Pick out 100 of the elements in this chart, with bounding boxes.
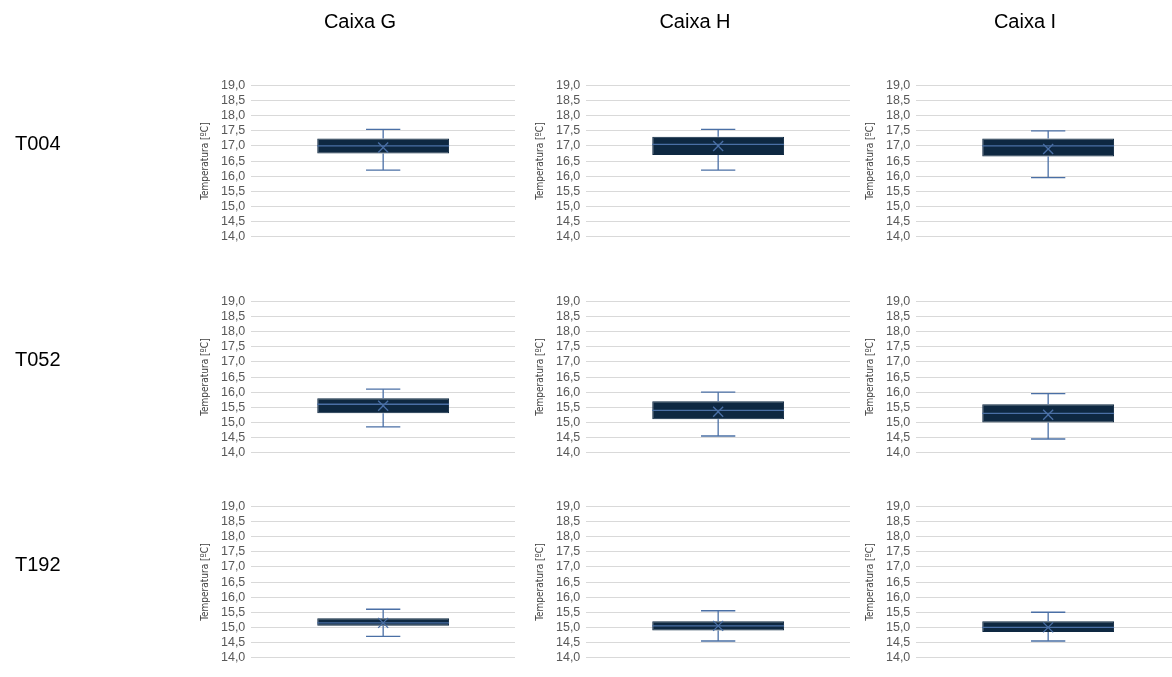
y-tick-label: 15,0 <box>555 198 581 213</box>
y-tick-label: 16,0 <box>555 168 581 183</box>
y-tick-label: 17,0 <box>555 354 581 369</box>
chart-title: Caixa G <box>322 10 398 33</box>
y-tick-label: 14,0 <box>220 229 246 244</box>
y-tick-label: 16,5 <box>885 369 911 384</box>
y-tick-label: 16,0 <box>220 384 246 399</box>
y-tick-label: 14,5 <box>555 429 581 444</box>
y-tick-label: 15,0 <box>555 414 581 429</box>
y-axis-title: Temperatura [ºC] <box>198 543 210 622</box>
y-tick-label: 19,0 <box>885 77 911 92</box>
y-tick-label: 18,5 <box>555 514 581 529</box>
y-tick-label: 17,0 <box>885 559 911 574</box>
y-tick-label: 18,0 <box>555 108 581 123</box>
y-tick-label: 18,5 <box>555 93 581 108</box>
y-tick-label: 14,5 <box>220 213 246 228</box>
y-tick-label: 17,5 <box>885 123 911 138</box>
text: T004 <box>15 132 62 155</box>
y-tick-label: 16,0 <box>220 168 246 183</box>
y-axis-title: Temperatura [ºC] <box>198 122 210 201</box>
y-tick-label: 17,5 <box>220 544 246 559</box>
y-tick-label: 18,0 <box>885 108 911 123</box>
y-tick-label: 19,0 <box>555 293 581 308</box>
y-tick-label: 15,5 <box>885 399 911 414</box>
y-tick-label: 15,0 <box>885 619 911 634</box>
y-tick-label: 15,5 <box>555 399 581 414</box>
y-tick-label: 19,0 <box>220 293 246 308</box>
y-tick-label: 18,0 <box>220 324 246 339</box>
y-tick-label: 16,0 <box>220 589 246 604</box>
y-tick-label: 14,5 <box>220 429 246 444</box>
y-tick-label: 14,0 <box>555 445 581 460</box>
y-tick-label: 17,0 <box>555 138 581 153</box>
y-tick-label: 16,0 <box>555 384 581 399</box>
y-tick-label: 17,0 <box>885 354 911 369</box>
y-tick-label: 18,5 <box>885 309 911 324</box>
y-tick-label: 14,0 <box>885 445 911 460</box>
text: T052 <box>15 348 62 371</box>
y-axis-title: Temperatura [ºC] <box>533 122 545 201</box>
y-tick-label: 15,5 <box>885 183 911 198</box>
chart-title: Caixa I <box>992 10 1058 33</box>
y-tick-label: 18,0 <box>885 529 911 544</box>
y-tick-label: 18,5 <box>555 309 581 324</box>
chart-title: Caixa H <box>658 10 732 33</box>
y-tick-label: 19,0 <box>220 498 246 513</box>
y-tick-label: 15,5 <box>555 183 581 198</box>
y-tick-label: 14,5 <box>220 634 246 649</box>
y-tick-label: 14,0 <box>220 445 246 460</box>
y-tick-label: 17,5 <box>555 544 581 559</box>
y-tick-label: 14,0 <box>885 650 911 665</box>
y-tick-label: 19,0 <box>885 293 911 308</box>
y-tick-label: 17,0 <box>555 559 581 574</box>
y-tick-label: 16,0 <box>885 168 911 183</box>
y-tick-label: 18,0 <box>555 529 581 544</box>
y-tick-label: 19,0 <box>555 77 581 92</box>
y-tick-label: 18,0 <box>885 324 911 339</box>
y-axis-title: Temperatura [ºC] <box>863 543 875 622</box>
y-tick-label: 18,5 <box>220 514 246 529</box>
y-tick-label: 17,5 <box>885 339 911 354</box>
y-tick-label: 15,5 <box>885 604 911 619</box>
y-tick-label: 16,5 <box>220 574 246 589</box>
y-tick-label: 15,5 <box>220 399 246 414</box>
y-tick-label: 14,0 <box>885 229 911 244</box>
y-tick-label: 14,5 <box>555 634 581 649</box>
y-tick-label: 18,0 <box>220 108 246 123</box>
y-tick-label: 16,5 <box>220 369 246 384</box>
y-tick-label: 17,5 <box>555 339 581 354</box>
y-tick-label: 15,0 <box>555 619 581 634</box>
y-tick-label: 16,5 <box>555 574 581 589</box>
y-tick-label: 16,5 <box>885 153 911 168</box>
y-tick-label: 16,5 <box>885 574 911 589</box>
y-axis-title: Temperatura [ºC] <box>533 338 545 417</box>
y-tick-label: 16,5 <box>555 369 581 384</box>
y-tick-label: 17,5 <box>885 544 911 559</box>
y-tick-label: 14,5 <box>885 213 911 228</box>
y-tick-label: 17,0 <box>220 559 246 574</box>
y-tick-label: 14,5 <box>885 634 911 649</box>
y-tick-label: 17,0 <box>220 138 246 153</box>
y-tick-label: 14,0 <box>555 650 581 665</box>
y-tick-label: 18,5 <box>885 514 911 529</box>
y-tick-label: 16,5 <box>220 153 246 168</box>
y-tick-label: 18,5 <box>220 93 246 108</box>
y-tick-label: 17,5 <box>555 123 581 138</box>
y-tick-label: 14,0 <box>220 650 246 665</box>
y-axis-title: Temperatura [ºC] <box>533 543 545 622</box>
y-tick-label: 14,0 <box>555 229 581 244</box>
y-tick-label: 18,0 <box>555 324 581 339</box>
y-tick-label: 18,5 <box>885 93 911 108</box>
y-tick-label: 15,0 <box>885 198 911 213</box>
y-tick-label: 15,5 <box>220 183 246 198</box>
y-tick-label: 14,5 <box>555 213 581 228</box>
y-tick-label: 18,5 <box>220 309 246 324</box>
y-tick-label: 16,0 <box>555 589 581 604</box>
y-tick-label: 17,5 <box>220 339 246 354</box>
y-tick-label: 16,0 <box>885 589 911 604</box>
y-tick-label: 16,5 <box>555 153 581 168</box>
text: T192 <box>15 553 62 576</box>
y-tick-label: 19,0 <box>220 77 246 92</box>
y-tick-label: 15,0 <box>220 414 246 429</box>
y-axis-title: Temperatura [ºC] <box>198 338 210 417</box>
y-tick-label: 14,5 <box>885 429 911 444</box>
